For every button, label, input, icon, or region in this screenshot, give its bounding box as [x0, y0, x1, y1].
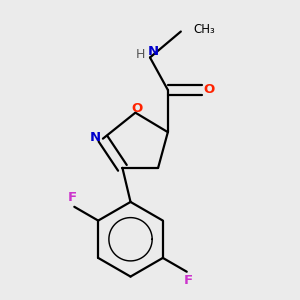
- Text: O: O: [131, 102, 142, 115]
- Text: N: N: [90, 130, 101, 143]
- Text: N: N: [148, 45, 159, 58]
- Text: F: F: [68, 191, 77, 204]
- Text: H: H: [136, 48, 146, 62]
- Text: F: F: [184, 274, 193, 287]
- Text: O: O: [203, 83, 215, 97]
- Text: CH₃: CH₃: [193, 23, 215, 36]
